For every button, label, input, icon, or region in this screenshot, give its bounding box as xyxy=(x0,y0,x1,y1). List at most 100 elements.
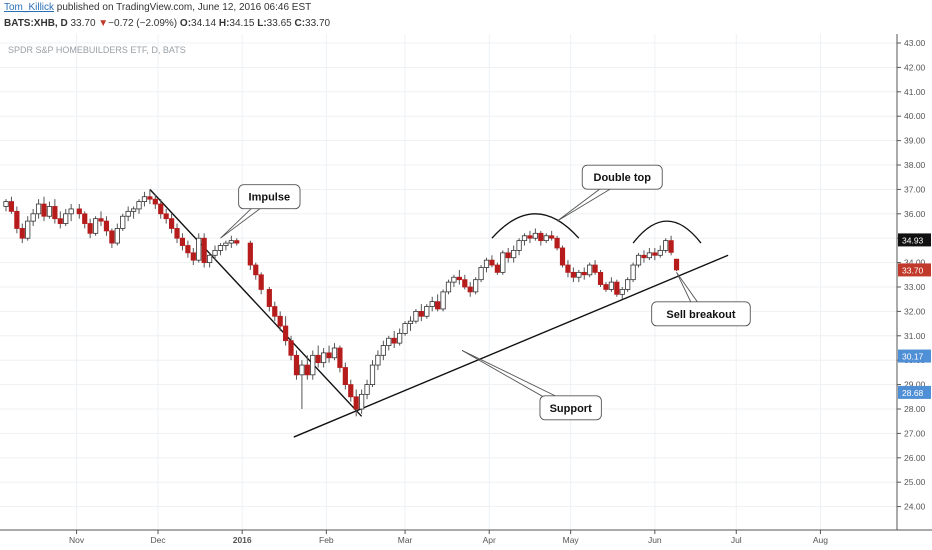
candle-body-down xyxy=(152,198,158,205)
candle-body-up xyxy=(359,393,365,410)
candle-body-down xyxy=(462,279,468,288)
candle-body-up xyxy=(30,213,36,222)
candle xyxy=(435,294,441,312)
double-top-callout[interactable]: Double top xyxy=(556,164,663,222)
candle-body-down xyxy=(391,337,397,344)
candle xyxy=(635,252,642,268)
candle-body-up xyxy=(207,254,213,263)
double-top-arc-1[interactable] xyxy=(491,213,580,239)
candle-body-up xyxy=(217,245,224,251)
candle-body-down xyxy=(201,237,207,263)
candle xyxy=(402,321,408,336)
candle xyxy=(103,216,110,236)
candle-body-up xyxy=(663,240,669,251)
candle-body-down xyxy=(147,196,153,200)
price-tick-label: 31.00 xyxy=(904,331,926,341)
time-axis[interactable]: Nov Dec 2016 Feb Mar Apr May Jun Jul Aug xyxy=(69,530,828,545)
candle-body-up xyxy=(413,310,419,322)
candle xyxy=(380,340,386,361)
candle xyxy=(120,213,126,231)
support-callout[interactable]: Support xyxy=(461,350,602,421)
candle xyxy=(663,238,669,253)
candle xyxy=(489,255,495,268)
sell-breakout-callout[interactable]: Sell breakout xyxy=(651,272,751,327)
candle-body-down xyxy=(103,220,110,232)
price-label: 33.70 xyxy=(898,263,931,277)
candle-body-down xyxy=(293,354,300,376)
candle-body-down xyxy=(168,218,175,229)
time-tick-label: Aug xyxy=(813,535,828,545)
candle xyxy=(386,335,392,351)
candle-body-down xyxy=(559,247,566,266)
candle xyxy=(130,206,137,219)
callout-label: Support xyxy=(550,403,592,415)
high-label: H: xyxy=(218,18,230,29)
double-top-arc-2[interactable] xyxy=(632,220,702,244)
candle-body-up xyxy=(478,267,484,281)
time-tick-label: Jun xyxy=(648,535,662,545)
candle xyxy=(451,274,457,287)
price-label-bg xyxy=(898,385,931,399)
candle xyxy=(565,260,571,278)
chart-title: SPDR S&P HOMEBUILDERS ETF, D, BATS xyxy=(8,45,186,55)
candle xyxy=(614,279,620,297)
candle xyxy=(603,282,609,292)
candle xyxy=(521,233,528,246)
candle-body-up xyxy=(380,345,386,356)
candle-body-down xyxy=(603,284,609,290)
candle xyxy=(247,240,253,270)
impulse-line[interactable] xyxy=(149,188,363,417)
candle xyxy=(63,208,69,226)
candle xyxy=(532,228,538,241)
price-tick-label: 28.00 xyxy=(904,404,926,414)
support-line[interactable] xyxy=(293,254,729,438)
candle xyxy=(41,196,47,222)
candle-body-up xyxy=(483,259,490,268)
time-tick-label: Jul xyxy=(731,535,742,545)
candle-body-up xyxy=(619,289,625,295)
candle-body-up xyxy=(228,240,234,244)
candle-body-down xyxy=(549,235,555,239)
price-labels: 34.93 33.70 30.17 28.68 xyxy=(898,233,931,399)
candle-body-down xyxy=(304,364,310,376)
candle xyxy=(581,267,587,280)
candle xyxy=(212,245,218,261)
symbol-label[interactable]: BATS:XHB, D xyxy=(4,18,68,29)
candle-body-down xyxy=(179,237,186,246)
candle-body-up xyxy=(321,352,327,364)
price-label-bg xyxy=(898,233,931,247)
publish-line: Tom_Killick published on TradingView.com… xyxy=(4,2,311,13)
candle xyxy=(179,233,186,251)
candle xyxy=(462,274,468,290)
candle xyxy=(467,282,473,297)
low-label: L: xyxy=(257,18,267,29)
candle xyxy=(87,218,93,239)
candle-body-up xyxy=(445,281,452,293)
candle-body-up xyxy=(543,235,549,242)
price-tick-label: 40.00 xyxy=(904,111,926,121)
candle-body-up xyxy=(35,203,42,215)
candle xyxy=(30,208,36,226)
candle-body-up xyxy=(114,228,120,244)
candle-body-up xyxy=(223,242,229,246)
candle xyxy=(554,235,560,251)
candle xyxy=(543,233,549,244)
candle xyxy=(592,260,598,275)
candle-body-down xyxy=(19,228,25,239)
price-label-text: 30.17 xyxy=(902,352,924,362)
candle-body-down xyxy=(258,274,264,290)
candles xyxy=(3,189,680,417)
candle xyxy=(657,245,663,258)
author-link[interactable]: Tom_Killick xyxy=(4,2,55,13)
candle xyxy=(304,355,310,380)
candle-body-down xyxy=(467,286,473,293)
candle xyxy=(201,233,207,268)
candle-body-down xyxy=(8,201,15,212)
candle-body-down xyxy=(581,271,587,276)
close-value: 33.70 xyxy=(305,18,331,29)
price-tick-label: 27.00 xyxy=(904,428,926,438)
candle xyxy=(630,262,636,283)
impulse-callout[interactable]: Impulse xyxy=(220,184,301,239)
